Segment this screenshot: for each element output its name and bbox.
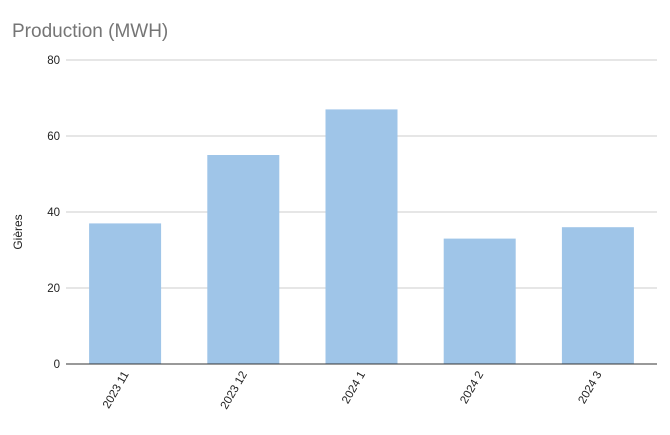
y-tick-label: 40	[47, 207, 60, 219]
bar-series	[89, 109, 634, 365]
bar	[325, 109, 398, 365]
bar	[207, 155, 280, 364]
x-tick-label: 2024 1	[340, 370, 368, 406]
bar	[561, 227, 634, 364]
y-axis-label: Gières	[11, 214, 25, 249]
x-tick-label: 2023 11	[101, 370, 132, 411]
bar	[89, 223, 162, 364]
x-tick-label: 2024 2	[458, 370, 486, 406]
y-tick-label: 80	[47, 55, 60, 67]
y-tick-label: 20	[47, 283, 60, 295]
x-tick-label: 2023 12	[219, 370, 250, 412]
y-axis-ticks: 0 20 40 60 80	[47, 55, 60, 371]
x-axis-ticks: 2023 11 2023 12 2024 1 2024 2 2024 3	[101, 370, 605, 412]
x-tick-label: 2024 3	[577, 370, 605, 406]
y-tick-label: 0	[54, 359, 60, 371]
y-tick-label: 60	[47, 131, 60, 143]
bar	[443, 238, 516, 364]
chart-title: Production (MWH)	[12, 21, 168, 42]
